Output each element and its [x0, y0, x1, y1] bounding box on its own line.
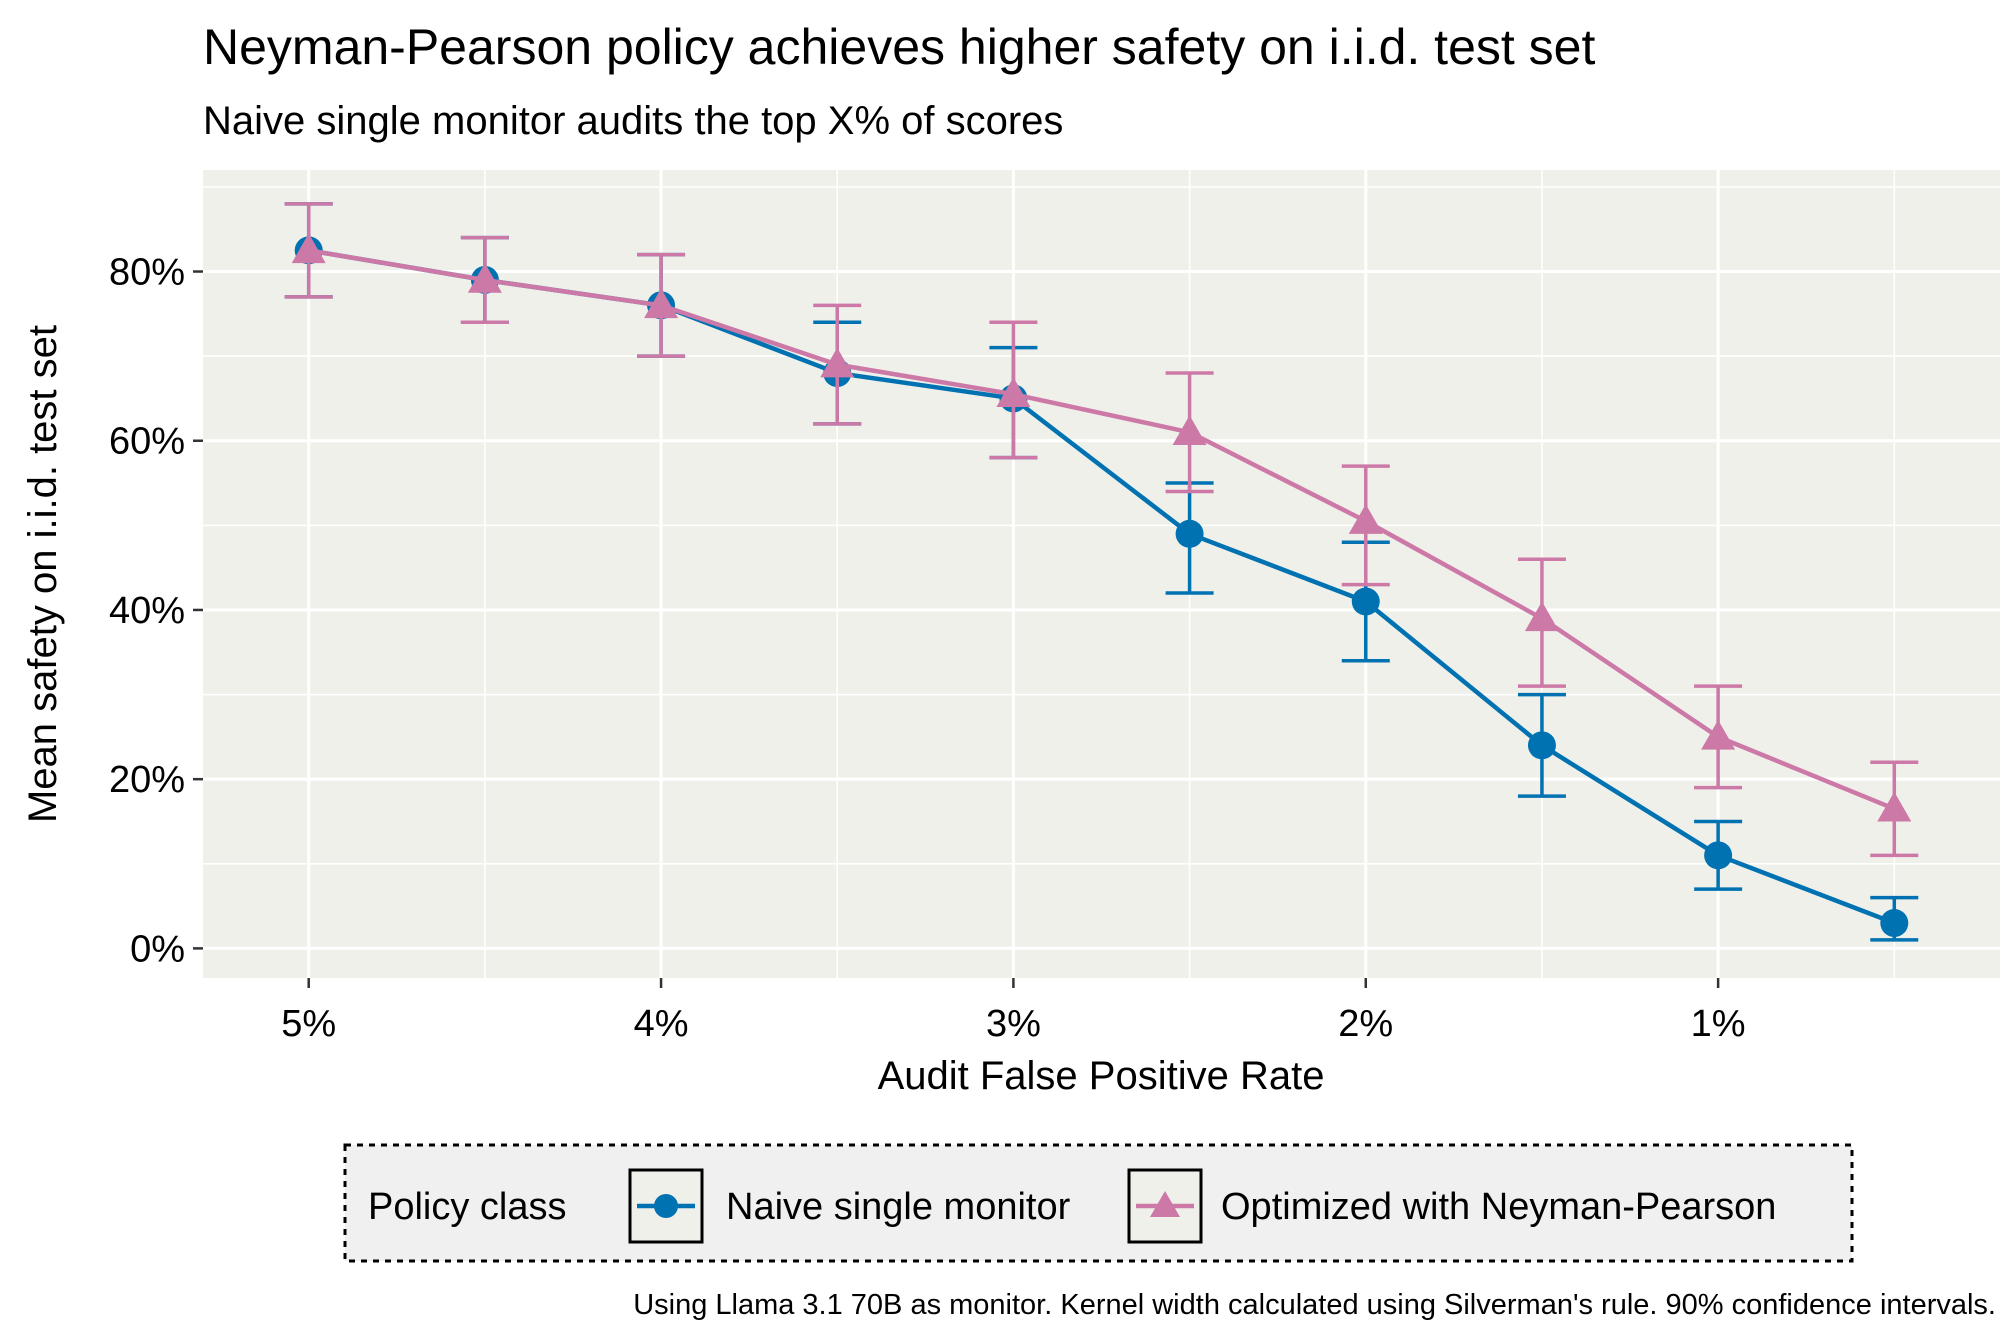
data-point — [644, 288, 679, 319]
y-tick-label: 20% — [109, 759, 185, 801]
y-tick-label: 60% — [109, 421, 185, 463]
data-point — [1704, 841, 1733, 870]
x-axis: 5% 4% 3% 2% 1% — [281, 978, 1746, 1045]
data-point — [467, 262, 502, 293]
x-tick-label: 1% — [1691, 1003, 1746, 1045]
data-point — [1880, 909, 1909, 938]
data-point — [1524, 601, 1559, 632]
legend-title: Policy class — [368, 1186, 567, 1228]
x-tick-label: 3% — [986, 1003, 1041, 1045]
y-axis-label: Mean safety on i.i.d. test set — [21, 325, 65, 823]
x-tick-label: 2% — [1338, 1003, 1393, 1045]
chart-title: Neyman-Pearson policy achieves higher sa… — [203, 19, 1595, 75]
legend-label-np: Optimized with Neyman-Pearson — [1221, 1186, 1776, 1228]
y-tick-label: 40% — [109, 590, 185, 632]
data-point — [1351, 587, 1380, 616]
x-tick-label: 5% — [281, 1003, 336, 1045]
series-neyman-pearson — [284, 202, 1919, 858]
data-point — [996, 377, 1031, 407]
data-point — [1701, 719, 1736, 750]
legend-marker-np-triangle-icon — [1150, 1191, 1180, 1217]
series-line — [308, 248, 1896, 811]
data-point — [291, 233, 326, 264]
data-point — [1527, 731, 1556, 760]
x-axis-label: Audit False Positive Rate — [878, 1054, 1325, 1098]
data-point — [1175, 519, 1204, 548]
data-point — [1348, 504, 1383, 534]
y-tick-label: 80% — [109, 252, 185, 294]
legend-marker-naive-circle-icon — [654, 1194, 678, 1218]
y-axis: 0% 20% 40% 60% 80% — [109, 252, 203, 970]
caption: Using Llama 3.1 70B as monitor. Kernel w… — [633, 1289, 1996, 1321]
legend: Policy class Naive single monitor Optimi… — [343, 1143, 1854, 1263]
y-tick-label: 0% — [130, 928, 185, 970]
data-point — [1877, 791, 1912, 822]
data-point — [820, 347, 855, 378]
series-layer — [284, 202, 1919, 942]
x-tick-label: 4% — [634, 1003, 689, 1045]
chart-subtitle: Naive single monitor audits the top X% o… — [203, 99, 1063, 143]
legend-label-naive: Naive single monitor — [726, 1186, 1071, 1228]
data-point — [1172, 415, 1207, 446]
legend-box — [343, 1143, 1854, 1263]
